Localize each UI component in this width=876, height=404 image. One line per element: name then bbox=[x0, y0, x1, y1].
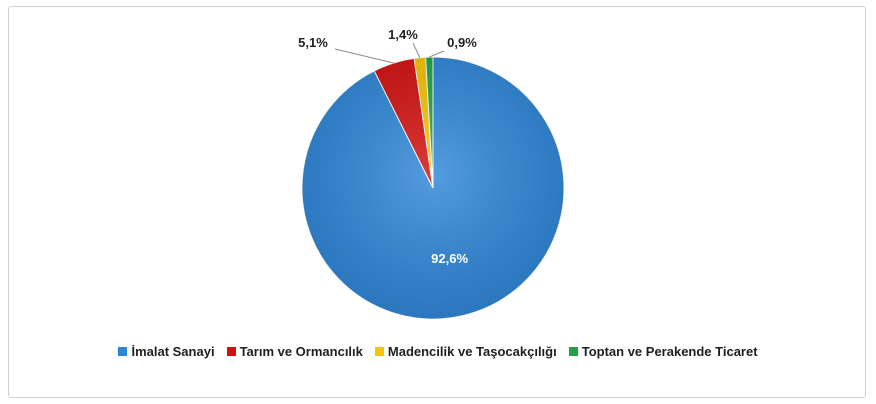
legend: İmalat Sanayi Tarım ve Ormancılık Madenc… bbox=[0, 344, 876, 359]
data-label: 92,6% bbox=[431, 251, 468, 266]
data-label: 1,4% bbox=[388, 27, 418, 42]
data-label: 5,1% bbox=[298, 35, 328, 50]
legend-label: Madencilik ve Taşocakçılığı bbox=[387, 344, 557, 359]
legend-label: Toptan ve Perakende Ticaret bbox=[581, 344, 758, 359]
legend-label: İmalat Sanayi bbox=[131, 344, 215, 359]
legend-swatch bbox=[568, 347, 578, 356]
legend-item: İmalat Sanayi bbox=[118, 344, 215, 359]
legend-swatch bbox=[118, 347, 128, 356]
legend-item: Toptan ve Perakende Ticaret bbox=[568, 344, 758, 359]
legend-swatch bbox=[226, 347, 236, 356]
legend-item: Madencilik ve Taşocakçılığı bbox=[374, 344, 557, 359]
legend-label: Tarım ve Ormancılık bbox=[239, 344, 363, 359]
data-label: 0,9% bbox=[447, 35, 477, 50]
pie-shading bbox=[302, 57, 564, 319]
legend-item: Tarım ve Ormancılık bbox=[226, 344, 363, 359]
leader-line bbox=[412, 42, 421, 58]
leader-line bbox=[429, 50, 445, 58]
legend-swatch bbox=[374, 347, 384, 356]
leader-line bbox=[334, 48, 394, 64]
